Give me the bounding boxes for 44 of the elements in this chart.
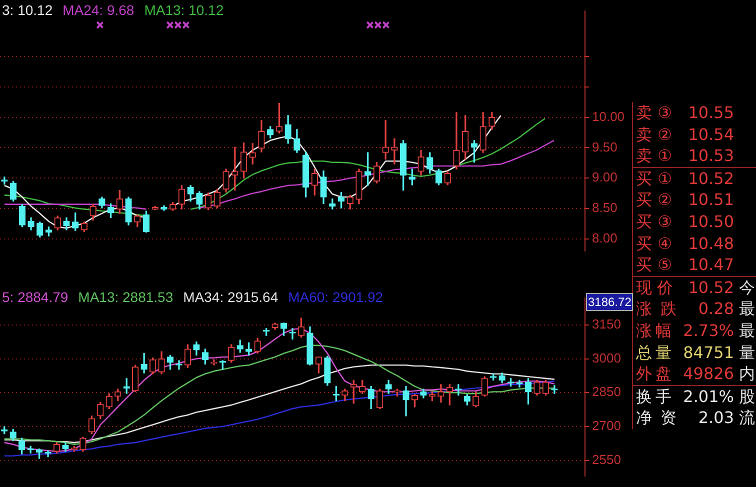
- category-label: 买⑤ 10.47: [636, 255, 734, 274]
- category-label: 买③ 10.50: [636, 212, 734, 231]
- category-label: 最: [739, 320, 755, 340]
- text: 3: 10.12: [2, 2, 53, 18]
- category-label: 外盘 49826: [636, 364, 734, 384]
- category-label: 涨幅 2.73%: [636, 320, 734, 340]
- candlestick: [289, 328, 296, 340]
- candlestick: [382, 120, 389, 160]
- category-label: 最: [739, 299, 755, 318]
- category-label: 卖③ 10.55: [636, 103, 734, 122]
- category-label: 总量 84751: [636, 342, 734, 362]
- category-label: 买① 10.52: [636, 168, 734, 188]
- text: 5: 2884.79: [2, 289, 68, 305]
- category-label: 买④ 10.48: [636, 234, 734, 253]
- text: MA13: 2881.53: [78, 289, 174, 305]
- y-tick-label: 2850: [592, 384, 621, 400]
- category-label: 涨跌 0.28: [636, 299, 734, 318]
- category-label: 买② 10.51: [636, 190, 734, 210]
- y-tick-label: 9.50: [592, 139, 618, 154]
- y-tick-label: 10.00: [592, 108, 625, 124]
- category-label: 净资 2.03: [636, 408, 734, 428]
- y-tick-label: 3000: [592, 350, 621, 366]
- y-tick-label: 9.00: [592, 170, 618, 185]
- text: MA60: 2901.92: [288, 289, 384, 305]
- category-label: 股: [739, 386, 755, 406]
- y-tick-label: 2700: [592, 418, 621, 434]
- text: MA24: 9.68: [62, 2, 134, 18]
- candlestick: [551, 385, 558, 394]
- category-label: 今: [739, 278, 755, 297]
- y-tick-label: 2550: [592, 452, 621, 467]
- y-tick-label: 8.00: [592, 230, 618, 246]
- category-label: 换手 2.01%: [636, 386, 734, 406]
- candlestick: [391, 138, 398, 164]
- text: MA34: 2915.64: [183, 289, 278, 305]
- category-label: 卖① 10.53: [636, 146, 734, 166]
- category-label: 流: [739, 408, 755, 428]
- category-label: 内: [739, 364, 755, 384]
- y-tick-label: 3150: [592, 316, 621, 332]
- category-label: 卖② 10.54: [636, 124, 734, 144]
- category-label: 现价 10.52: [636, 278, 734, 297]
- category-label: 量: [739, 342, 755, 362]
- text: MA13: 10.12: [144, 2, 224, 18]
- y-tick-label: 8.50: [592, 200, 618, 216]
- text: 3186.72: [586, 293, 634, 311]
